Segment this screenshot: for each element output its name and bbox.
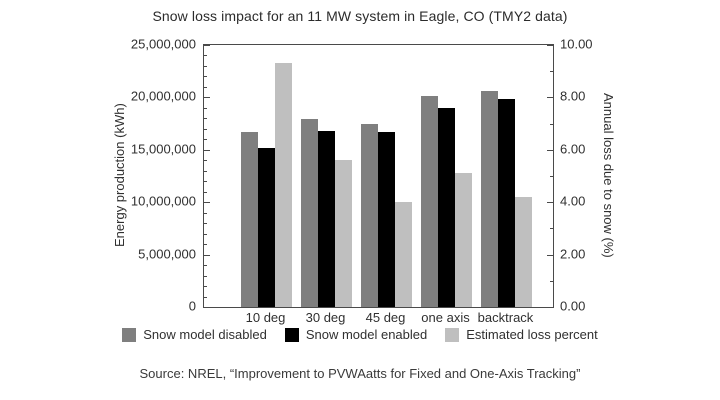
- right-axis-tick: [550, 228, 553, 229]
- left-axis-tick-label: 0: [188, 298, 196, 314]
- x-axis-tick-label: 30 deg: [305, 310, 346, 325]
- right-axis-tick: [547, 97, 553, 98]
- bar-one-axis-snow-model-disabled: [421, 96, 438, 307]
- left-axis-tick-label: 5,000,000: [138, 246, 196, 262]
- right-axis-tick: [547, 150, 553, 151]
- plot-area: [203, 44, 554, 308]
- legend-swatch-loss-icon: [445, 327, 460, 342]
- chart-legend: Snow model disabled Snow model enabled E…: [0, 327, 720, 342]
- bar-backtrack-snow-model-disabled: [481, 91, 498, 307]
- left-axis-tick: [204, 87, 207, 88]
- x-axis-tick-label: one axis: [421, 310, 470, 325]
- legend-label: Estimated loss percent: [466, 327, 598, 342]
- legend-label: Snow model enabled: [305, 327, 428, 342]
- left-axis-tick: [204, 213, 207, 214]
- legend-label: Snow model disabled: [143, 327, 267, 342]
- bar-45-deg-estimated-loss-percent: [395, 202, 412, 307]
- legend-swatch-enabled-icon: [284, 327, 299, 342]
- bar-10-deg-snow-model-enabled: [258, 148, 275, 307]
- bar-30-deg-snow-model-enabled: [318, 131, 335, 307]
- left-axis-tick: [204, 129, 207, 130]
- right-axis-tick-label: 2.00: [560, 246, 586, 262]
- left-axis-tick: [204, 286, 207, 287]
- legend-item-snow-model-disabled: Snow model disabled: [122, 327, 267, 342]
- left-axis-tick: [204, 244, 207, 245]
- right-axis-title: Annual loss due to snow (%): [601, 92, 616, 258]
- left-axis-tick: [204, 55, 207, 56]
- right-axis-tick: [550, 124, 553, 125]
- left-axis-tick: [204, 118, 207, 119]
- left-axis-tick: [204, 276, 207, 277]
- left-axis-tick: [204, 76, 207, 77]
- bar-10-deg-snow-model-disabled: [241, 132, 258, 307]
- bar-one-axis-estimated-loss-percent: [455, 173, 472, 307]
- left-axis-tick: [204, 307, 210, 308]
- x-axis-tick-label: backtrack: [477, 310, 534, 325]
- legend-item-estimated-loss: Estimated loss percent: [445, 327, 598, 342]
- right-axis-tick: [550, 281, 553, 282]
- legend-swatch-disabled-icon: [122, 327, 137, 342]
- right-axis-tick-label: 4.00: [560, 193, 586, 209]
- right-axis-tick-label: 10.00: [560, 36, 593, 52]
- right-axis-tick: [547, 45, 553, 46]
- bar-30-deg-estimated-loss-percent: [335, 160, 352, 307]
- right-axis-tick-label: 8.00: [560, 88, 586, 104]
- left-axis-tick: [204, 223, 207, 224]
- left-axis-tick: [204, 192, 207, 193]
- left-axis-tick: [204, 171, 207, 172]
- right-axis-tick: [547, 202, 553, 203]
- left-axis-tick: [204, 160, 207, 161]
- left-axis-tick: [204, 108, 207, 109]
- right-axis-tick-label: 0.00: [560, 298, 586, 314]
- bar-45-deg-snow-model-enabled: [378, 132, 395, 307]
- left-axis-title: Energy production (kWh): [112, 103, 127, 247]
- right-axis-tick: [547, 255, 553, 256]
- left-axis-tick: [204, 150, 210, 151]
- left-axis-tick: [204, 181, 207, 182]
- left-axis-tick: [204, 265, 207, 266]
- right-axis-tick: [547, 307, 553, 308]
- left-axis-tick: [204, 139, 207, 140]
- right-axis-tick: [550, 71, 553, 72]
- bar-30-deg-snow-model-disabled: [301, 119, 318, 307]
- left-axis-tick-label: 20,000,000: [130, 88, 196, 104]
- left-axis-tick-label: 15,000,000: [130, 141, 196, 157]
- bar-backtrack-estimated-loss-percent: [515, 197, 532, 307]
- left-axis-tick-label: 25,000,000: [130, 36, 196, 52]
- left-axis-tick: [204, 202, 210, 203]
- left-axis-tick: [204, 97, 210, 98]
- bar-backtrack-snow-model-enabled: [498, 99, 515, 307]
- x-axis-tick-label: 45 deg: [365, 310, 406, 325]
- bar-10-deg-estimated-loss-percent: [275, 63, 292, 307]
- left-axis-tick-label: 10,000,000: [130, 193, 196, 209]
- left-axis-tick: [204, 45, 210, 46]
- bar-45-deg-snow-model-disabled: [361, 124, 378, 307]
- left-axis-tick: [204, 66, 207, 67]
- chart-title: Snow loss impact for an 11 MW system in …: [152, 8, 568, 24]
- source-citation: Source: NREL, “Improvement to PVWAatts f…: [139, 366, 581, 381]
- right-axis-tick-label: 6.00: [560, 141, 586, 157]
- left-axis-tick: [204, 234, 207, 235]
- right-axis-tick: [550, 176, 553, 177]
- left-axis-tick: [204, 255, 210, 256]
- left-axis-tick: [204, 297, 207, 298]
- legend-item-snow-model-enabled: Snow model enabled: [284, 327, 428, 342]
- x-axis-tick-label: 10 deg: [245, 310, 286, 325]
- bar-one-axis-snow-model-enabled: [438, 108, 455, 307]
